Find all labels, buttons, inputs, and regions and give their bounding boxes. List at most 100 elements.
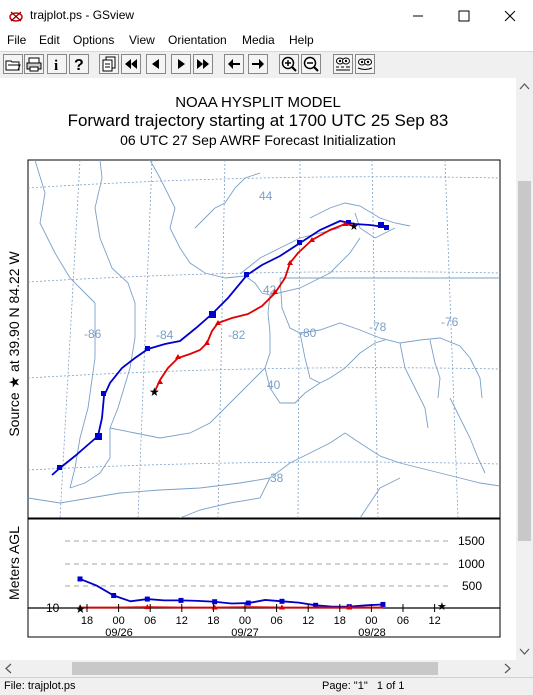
next-page-button[interactable] [171, 54, 191, 74]
blue-traj-marker [384, 225, 389, 230]
scroll-down-icon[interactable] [516, 643, 533, 660]
open-icon [5, 56, 21, 72]
svg-text:?: ? [74, 57, 84, 72]
menu-view[interactable]: View [129, 33, 155, 47]
time-tick-label: 00 [239, 615, 251, 627]
scroll-left-icon[interactable] [0, 660, 17, 677]
menu-edit[interactable]: Edit [39, 33, 60, 47]
blue-traj-marker [145, 346, 150, 351]
status-bar: File: trajplot.ps Page: "1" 1 of 1 [0, 677, 533, 695]
print-button[interactable] [24, 54, 44, 74]
close-button[interactable] [487, 0, 533, 32]
back-icon [226, 56, 242, 72]
menu-orientation[interactable]: Orientation [168, 33, 227, 47]
help-icon: ? [71, 56, 87, 72]
page-select-icon [101, 56, 117, 72]
blue-traj-marker [244, 272, 249, 277]
zoom-out-icon [303, 56, 319, 72]
title-bar: trajplot.ps - GSview [0, 0, 533, 32]
lat-label-40: 40 [267, 378, 281, 392]
blue-height-marker [212, 599, 217, 604]
time-tick-label: 06 [144, 615, 156, 627]
open-button[interactable] [3, 54, 23, 74]
info-button[interactable]: i [47, 54, 67, 74]
text-search-icon [335, 56, 351, 72]
height-axis-label: Meters AGL [6, 526, 22, 600]
last-page-button[interactable] [193, 54, 213, 74]
date-label: 09/28 [358, 627, 386, 639]
blue-height-marker [78, 576, 83, 581]
date-label: 09/27 [231, 627, 259, 639]
menu-help[interactable]: Help [289, 33, 314, 47]
window-title: trajplot.ps - GSview [30, 8, 134, 22]
date-label: 09/26 [105, 627, 133, 639]
first-page-icon [123, 56, 139, 72]
text-search-button[interactable] [333, 54, 353, 74]
back-button[interactable] [224, 54, 244, 74]
horizontal-scroll-thumb[interactable] [72, 662, 438, 675]
blue-height-marker [111, 593, 116, 598]
forward-button[interactable] [248, 54, 268, 74]
vertical-scroll-thumb[interactable] [518, 181, 531, 541]
status-file: File: trajplot.ps [4, 680, 76, 692]
zoom-out-button[interactable] [301, 54, 321, 74]
height-tick-1000: 1000 [458, 557, 485, 571]
first-page-button[interactable] [121, 54, 141, 74]
trajectory-plot: Source ★ at 39.90 N 84.22 W [0, 78, 516, 660]
svg-text:i: i [54, 58, 58, 72]
blue-height-marker [279, 599, 284, 604]
blue-traj-marker [378, 222, 384, 228]
print-icon [26, 56, 42, 72]
blue-height-marker [145, 597, 150, 602]
blue-traj-marker [297, 240, 302, 245]
minimize-button[interactable] [395, 0, 441, 32]
horizontal-scrollbar[interactable] [0, 660, 533, 677]
help-button[interactable]: ? [69, 54, 89, 74]
menu-file[interactable]: File [7, 33, 26, 47]
blue-height-marker [246, 601, 251, 606]
document-viewport[interactable]: NOAA HYSPLIT MODEL Forward trajectory st… [0, 78, 516, 660]
status-page: Page: "1" 1 of 1 [322, 680, 404, 692]
lon-label-78: -78 [369, 320, 387, 334]
blue-traj-marker [101, 391, 106, 396]
blue-traj-marker [209, 311, 216, 318]
source-label: Source ★ at 39.90 N 84.22 W [6, 251, 22, 437]
scroll-up-icon[interactable] [516, 78, 533, 95]
menu-media[interactable]: Media [242, 33, 275, 47]
blue-height-marker [380, 602, 385, 607]
time-tick-label: 12 [428, 615, 440, 627]
scroll-right-icon[interactable] [499, 660, 516, 677]
info-icon: i [49, 56, 65, 72]
blue-height-marker [178, 598, 183, 603]
menu-options[interactable]: Options [73, 33, 114, 47]
maximize-icon [458, 10, 470, 22]
toolbar: i ? [0, 51, 533, 79]
time-tick-label: 18 [334, 615, 346, 627]
time-tick-label: 18 [81, 615, 93, 627]
close-icon [504, 10, 516, 22]
lon-label-86: -86 [84, 327, 102, 341]
time-tick-label: 18 [207, 615, 219, 627]
time-tick-label: 06 [270, 615, 282, 627]
page-select-button[interactable] [99, 54, 119, 74]
end-star-icon: ★ [349, 221, 359, 233]
time-tick-label: 12 [176, 615, 188, 627]
lon-label-84: -84 [156, 328, 174, 342]
height-tick-500: 500 [462, 579, 482, 593]
blue-traj-marker [57, 465, 62, 470]
zoom-in-button[interactable] [279, 54, 299, 74]
lon-label-76: -76 [441, 315, 459, 329]
blue-traj-marker [95, 433, 102, 440]
view-icon [357, 56, 373, 72]
maximize-button[interactable] [441, 0, 487, 32]
lon-label-80: -80 [299, 326, 317, 340]
view-button[interactable] [355, 54, 375, 74]
time-tick-label: 06 [397, 615, 409, 627]
lon-label-82: -82 [228, 328, 246, 342]
time-tick-label: 00 [112, 615, 124, 627]
height-end-star-icon: ★ [437, 601, 447, 613]
vertical-scrollbar[interactable] [516, 78, 533, 660]
prev-page-button[interactable] [146, 54, 166, 74]
last-page-icon [195, 56, 211, 72]
prev-page-icon [148, 56, 164, 72]
